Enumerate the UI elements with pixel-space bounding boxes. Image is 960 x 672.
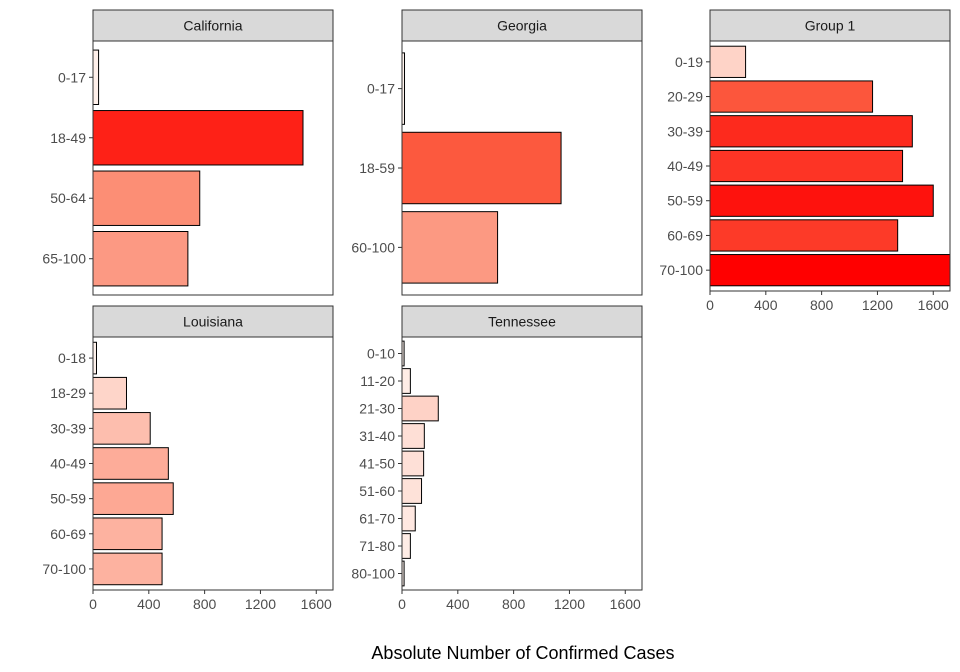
y-tick-label: 50-59 (50, 491, 86, 507)
bar-60-69 (709, 219, 899, 252)
facet-georgia: Georgia 0-17 18-59 60-100 (351, 9, 643, 296)
y-tick-label: 41-50 (359, 456, 395, 472)
y-tick-label: 18-49 (50, 130, 86, 146)
facet-strip (401, 305, 643, 338)
bar-0-17 (92, 49, 100, 105)
y-tick-label: 50-59 (667, 193, 703, 209)
x-tick-label: 400 (754, 297, 778, 313)
facet-strip (92, 9, 334, 42)
y-tick-label: 20-29 (667, 89, 703, 105)
bar-65-100 (92, 231, 189, 287)
y-tick-label: 11-20 (360, 373, 395, 389)
facet-strip-label: Georgia (497, 18, 547, 34)
facet-tennessee: Tennessee 0-10 11-20 21-30 31-40 41-50 51-60 61… (351, 305, 643, 612)
facet-louisiana: Louisiana 0-18 18-29 30-39 40-49 50-59 60-69 70… (42, 305, 334, 612)
facet-strip-label: Tennessee (488, 314, 556, 330)
y-tick-label: 21-30 (359, 401, 395, 417)
y-tick-label: 30-39 (667, 123, 703, 139)
bar-18-49 (92, 110, 304, 166)
bar-0-18 (92, 341, 97, 375)
x-tick-label: 1200 (862, 297, 893, 313)
x-tick-label: 400 (137, 596, 161, 612)
bar-11-20 (401, 368, 411, 394)
panel-border (92, 40, 334, 296)
y-tick-label: 51-60 (359, 483, 395, 499)
x-tick-label: 400 (446, 596, 470, 612)
bar-21-30 (401, 395, 439, 422)
x-tick-label: 0 (398, 596, 406, 612)
facet-strip (92, 305, 334, 338)
y-tick-label: 0-18 (58, 350, 86, 366)
y-tick-label: 60-100 (351, 239, 395, 255)
panel-border (401, 40, 643, 296)
bar-40-49 (92, 447, 169, 480)
panel-border (92, 336, 334, 591)
facet-strip-label: Louisiana (183, 314, 243, 330)
y-tick-label: 0-19 (675, 54, 703, 70)
y-tick-label: 30-39 (50, 420, 86, 436)
bar-71-80 (401, 533, 411, 559)
bar-70-100 (92, 552, 163, 586)
y-tick-label: 0-17 (58, 69, 86, 85)
panel-background (402, 337, 642, 590)
y-tick-label: 60-69 (50, 526, 86, 542)
y-tick-label: 70-100 (42, 561, 86, 577)
y-tick-label: 40-49 (50, 456, 86, 472)
facet-strip-label: Group 1 (805, 18, 856, 34)
bar-30-39 (92, 412, 151, 445)
x-tick-label: 800 (810, 297, 834, 313)
bar-0-19 (709, 45, 747, 78)
bar-70-100 (709, 254, 951, 287)
y-tick-label: 18-59 (359, 160, 395, 176)
bar-60-69 (92, 517, 163, 551)
y-tick-label: 61-70 (359, 511, 395, 527)
x-tick-label: 1200 (554, 596, 585, 612)
facet-california: California 0-17 18-49 50-64 65-100 (42, 9, 334, 296)
x-tick-label: 1600 (918, 297, 949, 313)
y-tick-label: 71-80 (359, 538, 395, 554)
y-tick-label: 31-40 (359, 428, 395, 444)
x-tick-label: 1600 (301, 596, 332, 612)
facet-strip-label: California (183, 18, 242, 34)
x-tick-label: 1600 (610, 596, 641, 612)
x-tick-label: 800 (193, 596, 217, 612)
bar-50-59 (92, 482, 174, 515)
bar-50-64 (92, 170, 201, 226)
bar-18-59 (401, 131, 562, 205)
x-tick-label: 1200 (245, 596, 276, 612)
y-tick-label: 50-64 (50, 190, 86, 206)
y-tick-label: 70-100 (659, 262, 703, 278)
y-tick-label: 18-29 (50, 385, 86, 401)
y-tick-label: 0-17 (367, 81, 395, 97)
x-tick-label: 800 (502, 596, 526, 612)
panel-border (709, 40, 951, 292)
y-tick-label: 60-69 (667, 227, 703, 243)
bar-40-49 (709, 149, 904, 183)
bar-61-70 (401, 505, 416, 532)
y-tick-label: 65-100 (42, 251, 86, 267)
facet-group-1: Group 1 0-19 20-29 30-39 40-49 50-59 60-69 70-1… (659, 9, 951, 313)
bar-30-39 (709, 115, 913, 148)
x-tick-label: 0 (89, 596, 97, 612)
facet-panels: California 0-17 18-49 50-64 65-100 Georgia 0-1… (42, 9, 951, 612)
panel-border (401, 336, 643, 591)
x-axis-title: Absolute Number of Confirmed Cases (371, 643, 674, 663)
bar-20-29 (709, 80, 874, 113)
bar-31-40 (401, 423, 425, 449)
bar-18-29 (92, 376, 127, 410)
y-tick-label: 40-49 (667, 158, 703, 174)
y-tick-label: 0-10 (367, 346, 395, 362)
bar-50-59 (709, 184, 934, 217)
bar-60-100 (401, 211, 499, 284)
bar-51-60 (401, 478, 423, 504)
facet-strip (401, 9, 643, 42)
y-tick-label: 80-100 (351, 566, 395, 582)
x-tick-label: 0 (706, 297, 714, 313)
bar-41-50 (401, 450, 425, 477)
